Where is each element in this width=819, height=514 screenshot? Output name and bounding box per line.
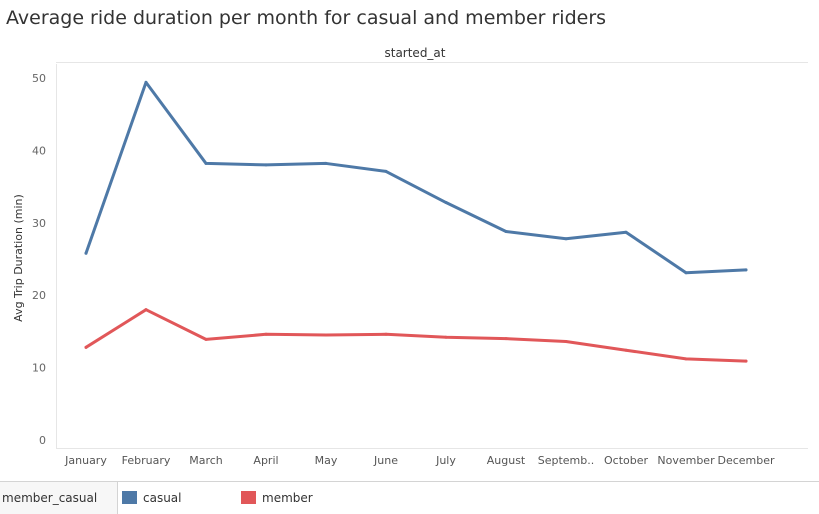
legend-swatch-member bbox=[241, 491, 256, 504]
x-tick-label-3: April bbox=[253, 454, 278, 467]
series-line-member bbox=[84, 308, 748, 363]
y-axis-title: Avg Trip Duration (min) bbox=[12, 194, 25, 322]
axes-layer: started_at Avg Trip Duration (min) bbox=[12, 46, 808, 449]
data-point-member-7 bbox=[504, 337, 508, 341]
y-tick-label-0: 0 bbox=[39, 434, 46, 447]
y-tick-label-30: 30 bbox=[32, 217, 46, 230]
series-line-casual bbox=[84, 80, 748, 275]
data-point-member-10 bbox=[684, 357, 688, 361]
y-tick-label-20: 20 bbox=[32, 289, 46, 302]
x-tick-label-5: June bbox=[373, 454, 398, 467]
data-point-casual-3 bbox=[264, 163, 268, 167]
y-tick-label-10: 10 bbox=[32, 362, 46, 375]
x-tick-label-6: July bbox=[435, 454, 456, 467]
legend-swatch-casual bbox=[122, 491, 137, 504]
data-point-member-1 bbox=[144, 308, 148, 312]
data-point-casual-5 bbox=[384, 169, 388, 173]
y-tick-label-50: 50 bbox=[32, 72, 46, 85]
data-point-casual-4 bbox=[324, 161, 328, 165]
data-point-member-4 bbox=[324, 333, 328, 337]
data-point-casual-8 bbox=[564, 237, 568, 241]
data-point-member-6 bbox=[444, 335, 448, 339]
legend-label-casual: casual bbox=[143, 491, 182, 505]
data-point-casual-7 bbox=[504, 229, 508, 233]
data-point-member-3 bbox=[264, 332, 268, 336]
series-layer bbox=[84, 80, 748, 363]
x-tick-label-11: December bbox=[717, 454, 775, 467]
data-point-casual-9 bbox=[624, 230, 628, 234]
ticks-layer: 0 10 20 30 40 50 January February March April May J… bbox=[32, 72, 775, 467]
data-point-member-8 bbox=[564, 340, 568, 344]
chart-title: Average ride duration per month for casu… bbox=[6, 7, 607, 29]
x-tick-label-2: March bbox=[189, 454, 223, 467]
data-point-member-2 bbox=[204, 337, 208, 341]
data-point-casual-0 bbox=[84, 251, 88, 255]
data-point-casual-11 bbox=[744, 268, 748, 272]
x-tick-label-8: Septemb.. bbox=[538, 454, 595, 467]
data-point-member-0 bbox=[84, 345, 88, 349]
legend-label-member: member bbox=[262, 491, 313, 505]
x-tick-label-0: January bbox=[64, 454, 107, 467]
legend-field-label: member_casual bbox=[0, 482, 118, 514]
data-point-casual-6 bbox=[444, 201, 448, 205]
data-point-member-9 bbox=[624, 348, 628, 352]
data-point-casual-2 bbox=[204, 161, 208, 165]
x-tick-label-9: October bbox=[604, 454, 648, 467]
data-point-member-11 bbox=[744, 359, 748, 363]
x-tick-label-10: November bbox=[657, 454, 715, 467]
x-tick-label-7: August bbox=[487, 454, 526, 467]
y-tick-label-40: 40 bbox=[32, 144, 46, 157]
line-chart: started_at Avg Trip Duration (min) 0 10 20 3… bbox=[12, 46, 808, 467]
x-tick-label-4: May bbox=[315, 454, 338, 467]
data-point-casual-10 bbox=[684, 271, 688, 275]
legend: member_casual casual member bbox=[0, 481, 819, 514]
data-point-casual-1 bbox=[144, 80, 148, 84]
x-tick-label-1: February bbox=[122, 454, 171, 467]
data-point-member-5 bbox=[384, 332, 388, 336]
column-header: started_at bbox=[384, 46, 445, 60]
